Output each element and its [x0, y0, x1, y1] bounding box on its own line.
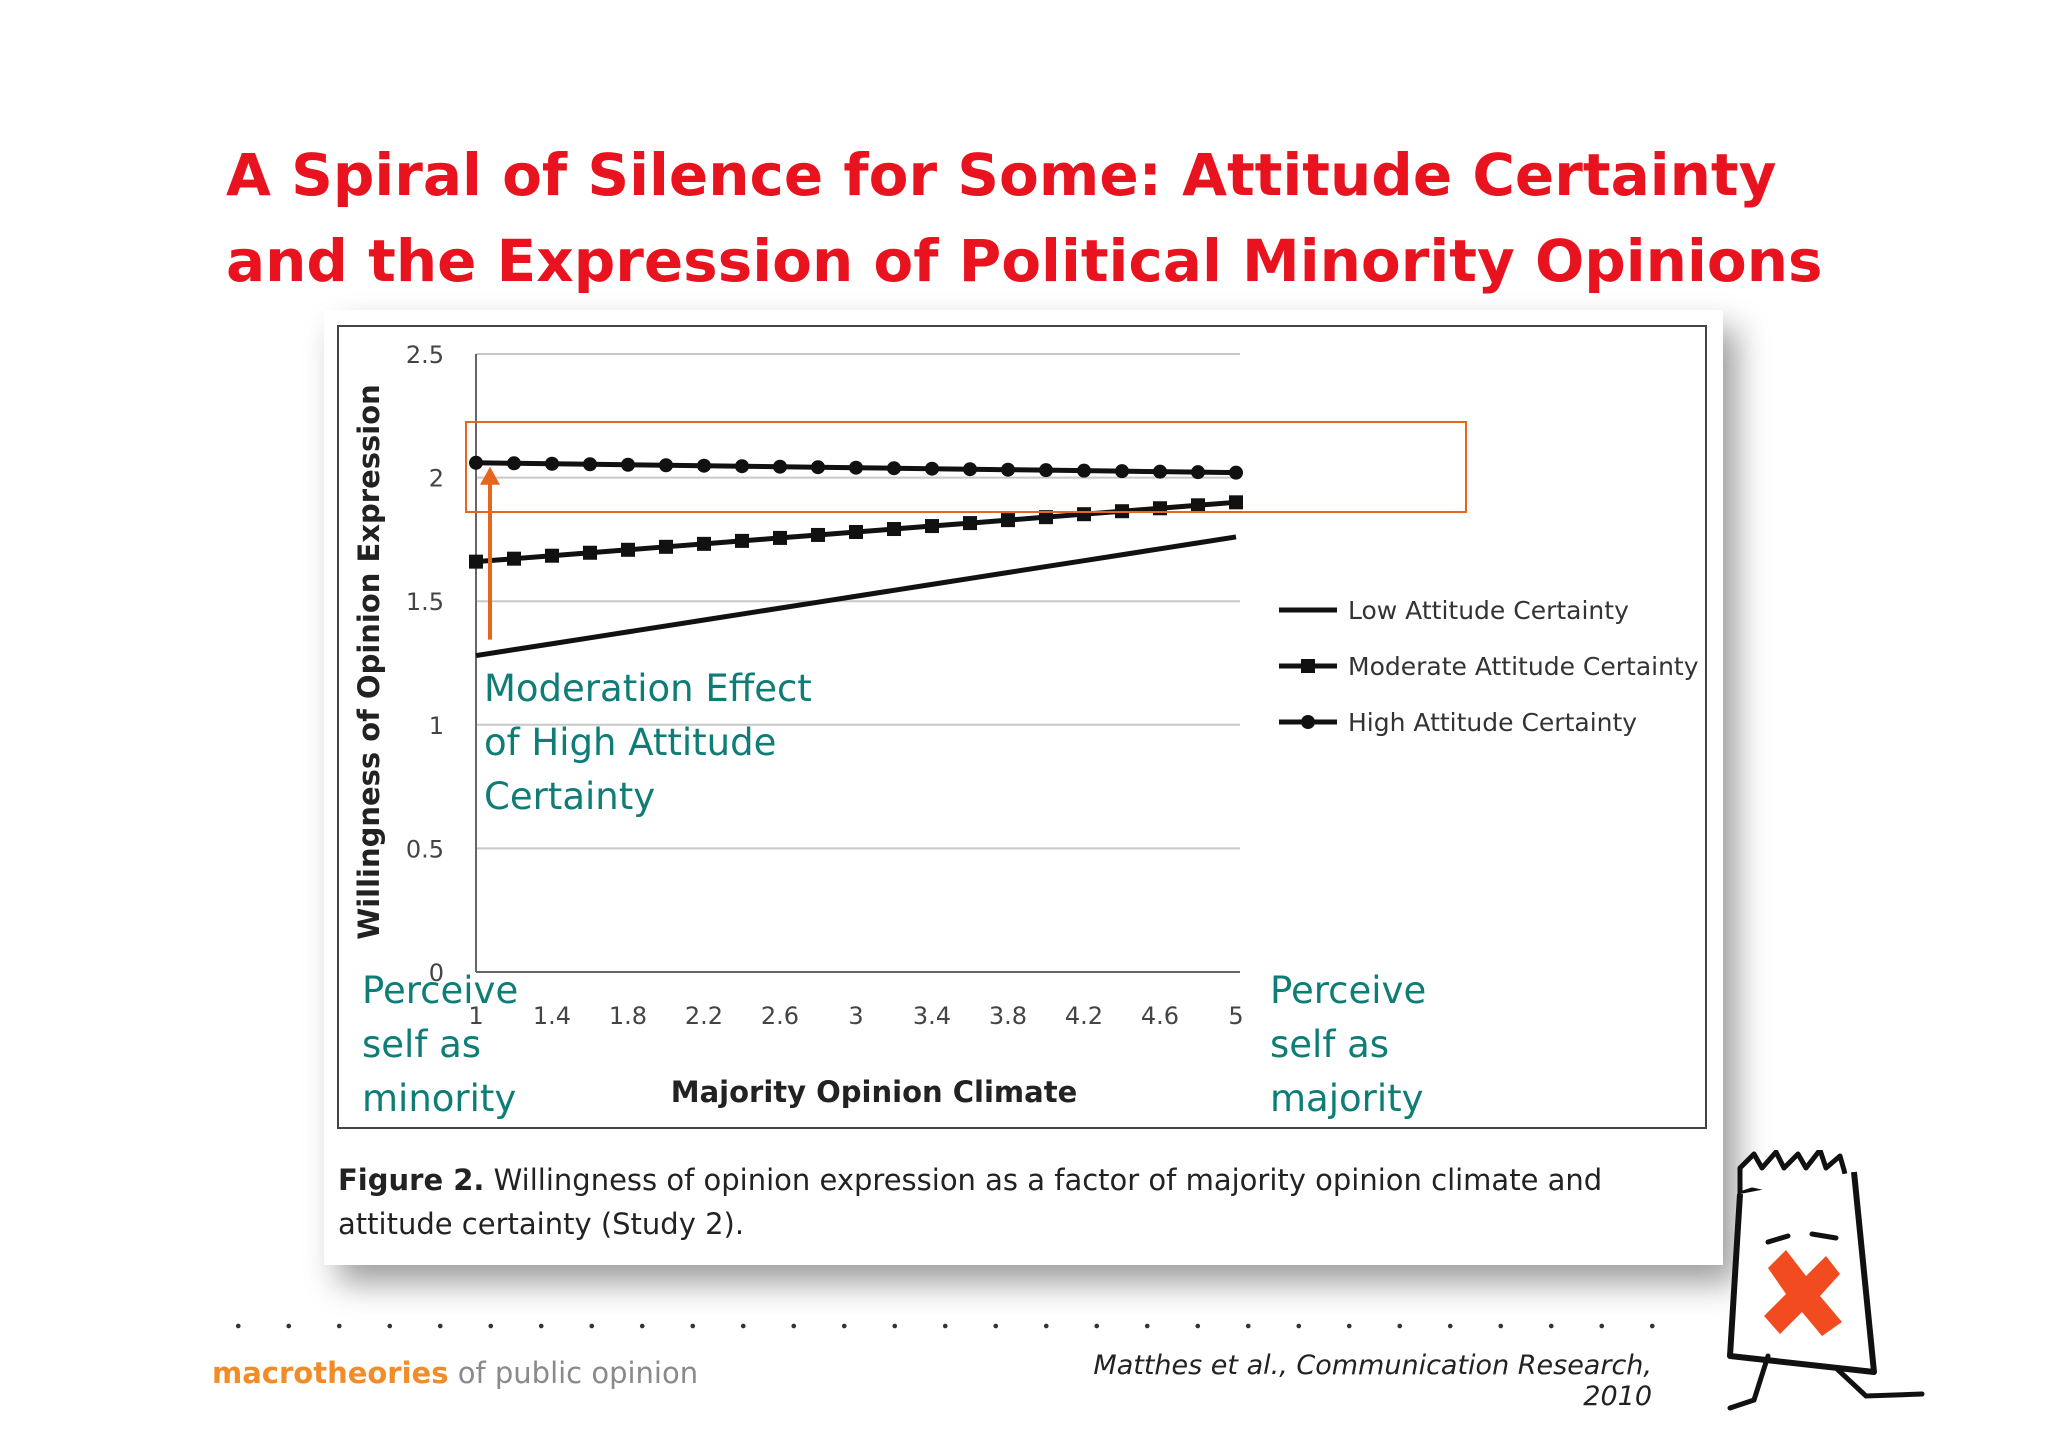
- data-point: [849, 524, 863, 539]
- data-point: [811, 460, 825, 475]
- moderation-annotation: Moderation Effect of High Attitude Certa…: [484, 662, 812, 824]
- figure-card: 0 0.5 1 1.5 2 2.5 1 1.4 1.8 2.2 2.6 3 3.4 3.8 4.2 4.6 5 M…: [324, 310, 1723, 1265]
- dotted-divider: [213, 1323, 1665, 1329]
- moderation-line-3: Certainty: [484, 775, 656, 818]
- data-point: [469, 554, 483, 569]
- data-point: [1077, 507, 1091, 522]
- data-point: [1153, 501, 1167, 516]
- data-point: [469, 455, 483, 470]
- y-tick-label: 1: [429, 712, 444, 740]
- data-point: [1229, 465, 1243, 480]
- data-point: [811, 527, 825, 542]
- y-tick-label: 0.5: [406, 835, 444, 863]
- highlight-box: [465, 421, 1467, 513]
- legend-entry: Moderate Attitude Certainty: [1348, 652, 1699, 681]
- y-tick-label: 2.5: [406, 341, 444, 369]
- slide-title: A Spiral of Silence for Some: Attitude C…: [226, 132, 1926, 304]
- data-point: [507, 551, 521, 566]
- minority-annotation: Perceive self as minority: [362, 964, 518, 1126]
- x-tick-label: 1.4: [533, 1002, 571, 1030]
- x-tick-label: 3.8: [989, 1002, 1027, 1030]
- moderation-line-1: Moderation Effect: [484, 667, 812, 710]
- data-point: [507, 456, 521, 471]
- minority-line-2: self as: [362, 1023, 482, 1066]
- moderation-line-2: of High Attitude: [484, 721, 777, 764]
- citation: Matthes et al., Communication Research, …: [1093, 1350, 1652, 1412]
- arrow-head-icon: [480, 466, 500, 485]
- legend-entry: High Attitude Certainty: [1348, 708, 1637, 737]
- data-point: [925, 461, 939, 476]
- plot-frame: [337, 325, 1707, 1129]
- data-point: [545, 456, 559, 471]
- data-point: [849, 460, 863, 475]
- line-chart: 0 0.5 1 1.5 2 2.5 1 1.4 1.8 2.2 2.6 3 3.4 3.8 4.2 4.6 5 M…: [337, 325, 1707, 1129]
- minority-line-1: Perceive: [362, 969, 519, 1012]
- data-point: [963, 462, 977, 477]
- majority-line-2: self as: [1270, 1023, 1390, 1066]
- majority-line-3: majority: [1270, 1077, 1424, 1120]
- data-point: [1115, 464, 1129, 479]
- data-point: [1191, 498, 1205, 513]
- data-point: [963, 516, 977, 531]
- caption-text: Willingness of opinion expression as a f…: [338, 1163, 1603, 1241]
- data-point: [773, 530, 787, 545]
- x-tick-label: 5: [1228, 1002, 1243, 1030]
- minority-line-3: minority: [362, 1077, 517, 1120]
- data-point: [659, 458, 673, 473]
- legend-entry: Low Attitude Certainty: [1348, 596, 1629, 625]
- data-point: [735, 459, 749, 474]
- data-point: [1039, 463, 1053, 478]
- majority-annotation: Perceive self as majority: [1270, 964, 1426, 1126]
- x-tick-label: 1: [468, 1002, 483, 1030]
- footer-branding: macrotheories of public opinion: [212, 1356, 698, 1390]
- data-point: [773, 459, 787, 474]
- data-point: [1191, 465, 1205, 480]
- data-point: [1229, 495, 1243, 510]
- slide-title-line-1: A Spiral of Silence for Some: Attitude C…: [226, 141, 1777, 209]
- legend-swatch-marker: [1301, 715, 1315, 729]
- data-point: [545, 548, 559, 563]
- data-point: [621, 457, 635, 472]
- series-line-0: [475, 534, 1237, 659]
- figure-caption: Figure 2. Willingness of opinion express…: [338, 1158, 1698, 1246]
- x-tick-label: 4.6: [1141, 1002, 1179, 1030]
- y-tick-label: 0: [429, 959, 444, 987]
- data-point: [1039, 510, 1053, 525]
- y-tick-label: 1.5: [406, 588, 444, 616]
- data-point: [583, 545, 597, 560]
- footer-subtitle: of public opinion: [448, 1356, 699, 1390]
- x-tick-label: 2.6: [761, 1002, 799, 1030]
- data-point: [925, 519, 939, 534]
- x-tick-label: 1.8: [609, 1002, 647, 1030]
- x-tick-label: 2.2: [685, 1002, 723, 1030]
- footer-brand: macrotheories: [212, 1356, 449, 1390]
- slide-title-line-2: and the Expression of Political Minority…: [226, 227, 1823, 295]
- silenced-mascot-icon: [1727, 1150, 1925, 1411]
- data-point: [1001, 513, 1015, 528]
- data-point: [583, 457, 597, 472]
- legend-swatch-marker: [1301, 659, 1315, 673]
- y-tick-label: 2: [429, 465, 444, 493]
- data-point: [887, 522, 901, 537]
- majority-line-1: Perceive: [1270, 969, 1427, 1012]
- data-point: [1001, 462, 1015, 477]
- caption-label: Figure 2.: [338, 1163, 485, 1197]
- x-tick-label: 3: [848, 1002, 863, 1030]
- x-tick-label: 3.4: [913, 1002, 951, 1030]
- data-point: [887, 461, 901, 476]
- data-point: [659, 539, 673, 554]
- data-point: [1077, 463, 1091, 478]
- data-point: [621, 542, 635, 557]
- x-axis-title: Majority Opinion Climate: [671, 1075, 1077, 1109]
- y-axis-title: Willingness of Opinion Expression: [352, 384, 386, 940]
- data-point: [735, 533, 749, 548]
- data-point: [1153, 464, 1167, 479]
- data-point: [697, 458, 711, 473]
- data-point: [697, 536, 711, 551]
- x-tick-label: 4.2: [1065, 1002, 1103, 1030]
